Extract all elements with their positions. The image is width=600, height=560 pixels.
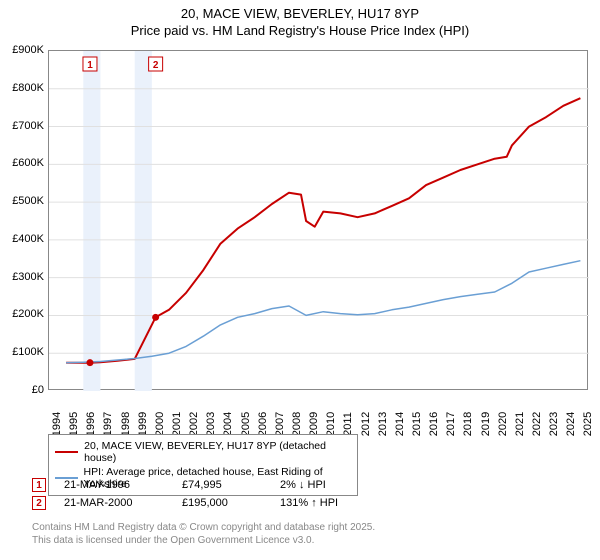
x-tick-label: 2007 bbox=[274, 412, 286, 436]
y-tick-label: £700K bbox=[12, 120, 44, 132]
y-tick-label: £100K bbox=[12, 346, 44, 358]
y-tick-label: £400K bbox=[12, 233, 44, 245]
y-tick-label: £200K bbox=[12, 308, 44, 320]
x-tick-label: 2014 bbox=[394, 412, 406, 436]
x-tick-label: 2015 bbox=[411, 412, 423, 436]
x-tick-label: 1998 bbox=[120, 412, 132, 436]
y-tick-label: £0 bbox=[32, 384, 44, 396]
x-tick-label: 2012 bbox=[360, 412, 372, 436]
x-tick-label: 2001 bbox=[171, 412, 183, 436]
x-tick-label: 2025 bbox=[582, 412, 594, 436]
x-tick-label: 2022 bbox=[531, 412, 543, 436]
x-tick-label: 2023 bbox=[548, 412, 560, 436]
chart-container: 20, MACE VIEW, BEVERLEY, HU17 8YP Price … bbox=[0, 0, 600, 560]
x-tick-label: 2008 bbox=[291, 412, 303, 436]
y-tick-label: £600K bbox=[12, 157, 44, 169]
legend-swatch bbox=[55, 451, 78, 453]
x-tick-label: 2016 bbox=[428, 412, 440, 436]
x-axis: 1994 1995 1996 1997 1998 1999 2000 2001 2002 2003… bbox=[48, 394, 588, 434]
footer-line1: Contains HM Land Registry data © Crown c… bbox=[32, 522, 375, 535]
x-tick-label: 2004 bbox=[222, 412, 234, 436]
title-address: 20, MACE VIEW, BEVERLEY, HU17 8YP bbox=[0, 6, 600, 23]
title-block: 20, MACE VIEW, BEVERLEY, HU17 8YP Price … bbox=[0, 0, 600, 40]
plot-area: 12 bbox=[48, 50, 588, 390]
x-tick-label: 1996 bbox=[85, 412, 97, 436]
x-tick-label: 2010 bbox=[325, 412, 337, 436]
svg-text:1: 1 bbox=[87, 60, 93, 71]
x-tick-label: 1999 bbox=[137, 412, 149, 436]
sale-price: £195,000 bbox=[182, 497, 262, 509]
footer: Contains HM Land Registry data © Crown c… bbox=[32, 522, 375, 547]
x-tick-label: 2013 bbox=[377, 412, 389, 436]
sale-pct: 2% ↓ HPI bbox=[280, 479, 370, 491]
x-tick-label: 2020 bbox=[497, 412, 509, 436]
y-tick-label: £900K bbox=[12, 44, 44, 56]
sale-pct: 131% ↑ HPI bbox=[280, 497, 370, 509]
x-tick-label: 1994 bbox=[51, 412, 63, 436]
plot-svg: 12 bbox=[49, 51, 589, 391]
sale-marker: 2 bbox=[32, 496, 46, 510]
y-tick-label: £300K bbox=[12, 271, 44, 283]
x-tick-label: 2017 bbox=[445, 412, 457, 436]
y-tick-label: £500K bbox=[12, 195, 44, 207]
legend-label: 20, MACE VIEW, BEVERLEY, HU17 8YP (detac… bbox=[84, 440, 351, 464]
title-subtitle: Price paid vs. HM Land Registry's House … bbox=[0, 23, 600, 40]
y-tick-label: £800K bbox=[12, 82, 44, 94]
x-tick-label: 2000 bbox=[154, 412, 166, 436]
x-tick-label: 2003 bbox=[205, 412, 217, 436]
sale-row: 1 21-MAY-1996 £74,995 2% ↓ HPI bbox=[32, 478, 370, 492]
legend-item: 20, MACE VIEW, BEVERLEY, HU17 8YP (detac… bbox=[55, 439, 351, 465]
x-tick-label: 1995 bbox=[68, 412, 80, 436]
y-axis: £0£100K£200K£300K£400K£500K£600K£700K£80… bbox=[0, 50, 46, 390]
footer-line2: This data is licensed under the Open Gov… bbox=[32, 535, 375, 548]
sale-marker: 1 bbox=[32, 478, 46, 492]
x-tick-label: 2006 bbox=[257, 412, 269, 436]
x-tick-label: 2009 bbox=[308, 412, 320, 436]
x-tick-label: 2002 bbox=[188, 412, 200, 436]
x-tick-label: 2005 bbox=[240, 412, 252, 436]
sale-date: 21-MAY-1996 bbox=[64, 479, 164, 491]
svg-text:2: 2 bbox=[153, 60, 159, 71]
sale-row: 2 21-MAR-2000 £195,000 131% ↑ HPI bbox=[32, 496, 370, 510]
x-tick-label: 2011 bbox=[342, 412, 354, 436]
sale-date: 21-MAR-2000 bbox=[64, 497, 164, 509]
x-tick-label: 1997 bbox=[102, 412, 114, 436]
sale-price: £74,995 bbox=[182, 479, 262, 491]
x-tick-label: 2021 bbox=[514, 412, 526, 436]
x-tick-label: 2018 bbox=[462, 412, 474, 436]
sales-table: 1 21-MAY-1996 £74,995 2% ↓ HPI 2 21-MAR-2000 £… bbox=[32, 478, 370, 514]
x-tick-label: 2019 bbox=[480, 412, 492, 436]
x-tick-label: 2024 bbox=[565, 412, 577, 436]
